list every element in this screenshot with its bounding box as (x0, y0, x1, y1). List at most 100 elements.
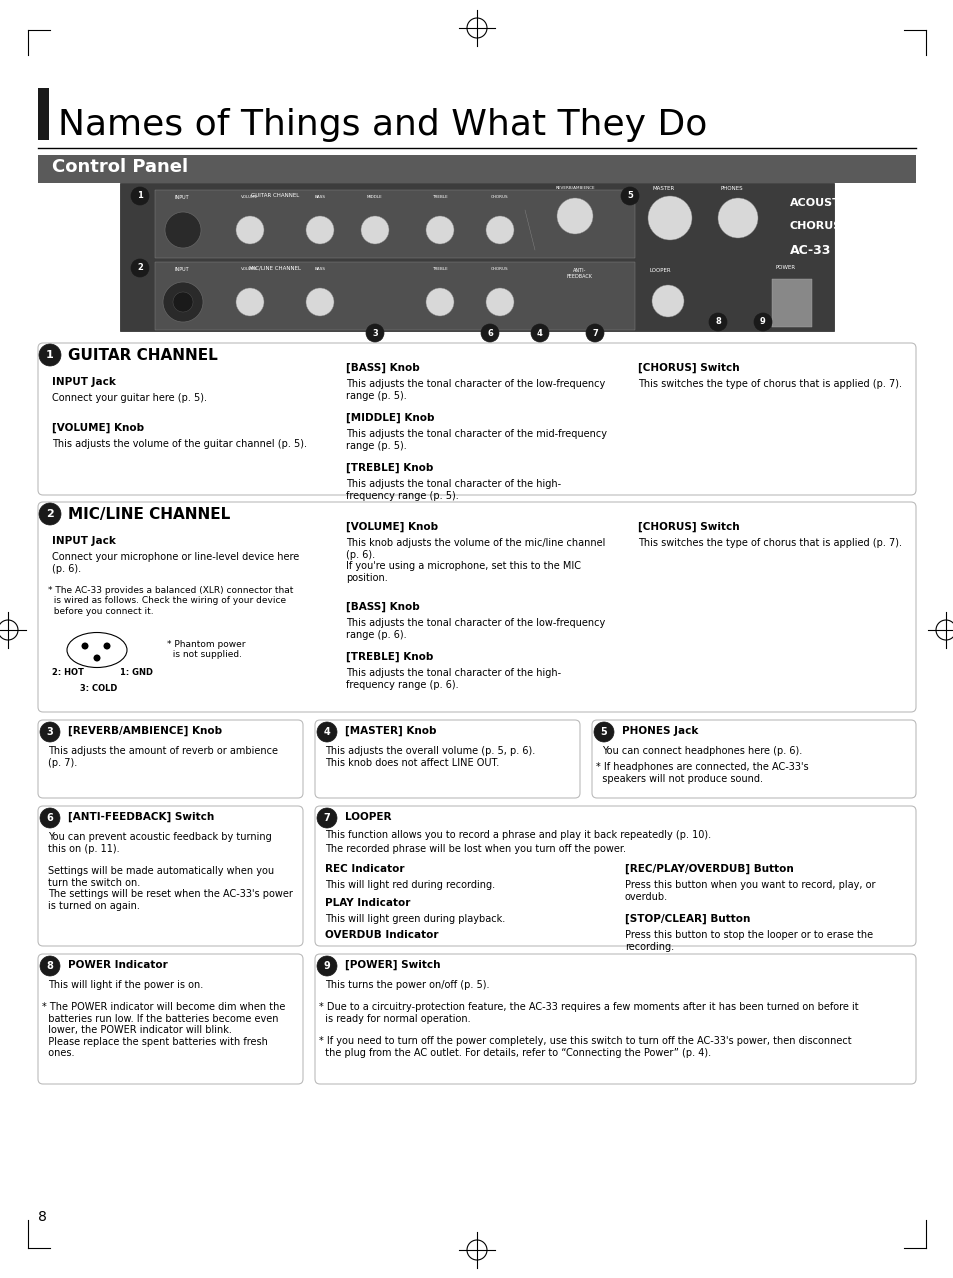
Text: 8: 8 (715, 317, 720, 326)
Circle shape (40, 722, 60, 743)
Circle shape (485, 288, 514, 316)
Text: TREBLE: TREBLE (432, 196, 447, 199)
Text: This will light red during recording.: This will light red during recording. (325, 881, 495, 889)
Circle shape (306, 288, 334, 316)
FancyBboxPatch shape (38, 953, 303, 1084)
Text: This adjusts the amount of reverb or ambience
(p. 7).: This adjusts the amount of reverb or amb… (48, 746, 277, 768)
Text: POWER Indicator: POWER Indicator (68, 960, 168, 970)
FancyBboxPatch shape (592, 720, 915, 797)
Circle shape (131, 187, 149, 204)
Circle shape (235, 288, 264, 316)
Text: This switches the type of chorus that is applied (p. 7).: This switches the type of chorus that is… (638, 538, 901, 548)
Text: You can connect headphones here (p. 6).: You can connect headphones here (p. 6). (601, 746, 801, 757)
Circle shape (316, 722, 336, 743)
Text: MIC/LINE CHANNEL: MIC/LINE CHANNEL (249, 265, 301, 270)
Text: [ANTI-FEEDBACK] Switch: [ANTI-FEEDBACK] Switch (68, 812, 214, 822)
Text: Settings will be made automatically when you
turn the switch on.
The settings wi: Settings will be made automatically when… (48, 866, 293, 911)
Text: This adjusts the tonal character of the low-frequency
range (p. 6).: This adjusts the tonal character of the … (346, 619, 604, 639)
Circle shape (172, 291, 193, 312)
Text: Press this button when you want to record, play, or
overdub.: Press this button when you want to recor… (624, 881, 875, 901)
Text: * Due to a circuitry-protection feature, the AC-33 requires a few moments after : * Due to a circuitry-protection feature,… (318, 1002, 858, 1024)
Text: You can prevent acoustic feedback by turning
this on (p. 11).: You can prevent acoustic feedback by tur… (48, 832, 272, 854)
Text: AC-33: AC-33 (789, 244, 830, 257)
Text: MIC/LINE CHANNEL: MIC/LINE CHANNEL (68, 507, 230, 521)
Text: 8: 8 (47, 961, 53, 971)
Text: PHONES: PHONES (720, 187, 742, 190)
Circle shape (163, 282, 203, 322)
Circle shape (620, 187, 639, 204)
Text: 2: 2 (46, 509, 53, 519)
Text: [VOLUME] Knob: [VOLUME] Knob (346, 521, 437, 532)
Text: [REC/PLAY/OVERDUB] Button: [REC/PLAY/OVERDUB] Button (624, 864, 793, 874)
Text: This will light green during playback.: This will light green during playback. (325, 914, 505, 924)
Text: 1: 1 (137, 192, 143, 201)
Text: [POWER] Switch: [POWER] Switch (345, 960, 440, 970)
Text: OVERDUB Indicator: OVERDUB Indicator (325, 930, 438, 941)
Circle shape (131, 259, 149, 277)
Text: [MASTER] Knob: [MASTER] Knob (345, 726, 436, 736)
Text: CHORUS: CHORUS (789, 221, 841, 231)
Text: This switches the type of chorus that is applied (p. 7).: This switches the type of chorus that is… (638, 380, 901, 389)
Text: Control Panel: Control Panel (52, 158, 188, 176)
Circle shape (316, 956, 336, 976)
Text: 9: 9 (760, 317, 765, 326)
Text: [BASS] Knob: [BASS] Knob (346, 602, 419, 612)
Text: This adjusts the tonal character of the low-frequency
range (p. 5).: This adjusts the tonal character of the … (346, 380, 604, 400)
Text: 9: 9 (323, 961, 330, 971)
Text: VOLUME: VOLUME (241, 267, 258, 271)
Text: This turns the power on/off (p. 5).: This turns the power on/off (p. 5). (325, 980, 489, 990)
Text: * The AC-33 provides a balanced (XLR) connector that
  is wired as follows. Chec: * The AC-33 provides a balanced (XLR) co… (48, 587, 294, 616)
Text: GUITAR CHANNEL: GUITAR CHANNEL (68, 348, 217, 363)
Text: 3: 3 (47, 727, 53, 737)
Text: [TREBLE] Knob: [TREBLE] Knob (346, 463, 433, 473)
Text: [STOP/CLEAR] Button: [STOP/CLEAR] Button (624, 914, 750, 924)
Circle shape (235, 216, 264, 244)
Text: REC Indicator: REC Indicator (325, 864, 404, 874)
Text: 5: 5 (600, 727, 607, 737)
Text: 4: 4 (537, 328, 542, 337)
Circle shape (480, 325, 498, 343)
Circle shape (39, 344, 61, 366)
Circle shape (485, 216, 514, 244)
Bar (38, 155, 915, 183)
Text: This adjusts the tonal character of the mid-frequency
range (p. 5).: This adjusts the tonal character of the … (346, 429, 606, 451)
Text: PLAY Indicator: PLAY Indicator (325, 898, 410, 907)
FancyBboxPatch shape (38, 343, 915, 495)
Text: ANTI-
FEEDBACK: ANTI- FEEDBACK (566, 268, 593, 279)
Text: ACOUSTIC: ACOUSTIC (789, 198, 852, 208)
FancyBboxPatch shape (314, 720, 579, 797)
Circle shape (585, 325, 603, 343)
Text: BASS: BASS (314, 267, 325, 271)
Bar (154, 262, 635, 330)
Text: Connect your guitar here (p. 5).: Connect your guitar here (p. 5). (52, 394, 207, 403)
Bar (120, 183, 833, 331)
Circle shape (651, 285, 683, 317)
Circle shape (557, 198, 593, 234)
FancyBboxPatch shape (38, 720, 303, 797)
Text: This adjusts the tonal character of the high-
frequency range (p. 5).: This adjusts the tonal character of the … (346, 479, 560, 501)
Text: INPUT: INPUT (174, 267, 190, 272)
Circle shape (93, 654, 100, 662)
Text: * Phantom power
  is not supplied.: * Phantom power is not supplied. (167, 640, 245, 659)
Text: 7: 7 (323, 813, 330, 823)
Text: LOOPER: LOOPER (345, 812, 391, 822)
Text: [VOLUME] Knob: [VOLUME] Knob (52, 423, 144, 433)
Circle shape (753, 313, 771, 331)
Text: This adjusts the tonal character of the high-
frequency range (p. 6).: This adjusts the tonal character of the … (346, 668, 560, 690)
Text: 1: GND: 1: GND (120, 668, 152, 677)
Text: Connect your microphone or line-level device here
(p. 6).: Connect your microphone or line-level de… (52, 552, 299, 574)
Circle shape (40, 956, 60, 976)
Circle shape (103, 643, 111, 649)
Text: INPUT Jack: INPUT Jack (52, 377, 115, 387)
Text: PHONES Jack: PHONES Jack (621, 726, 698, 736)
Text: BASS: BASS (314, 196, 325, 199)
Text: The recorded phrase will be lost when you turn off the power.: The recorded phrase will be lost when yo… (325, 843, 625, 854)
Text: 2: HOT: 2: HOT (52, 668, 84, 677)
Text: 2: 2 (137, 263, 143, 272)
Circle shape (426, 216, 454, 244)
Circle shape (39, 504, 61, 525)
Text: CHORUS: CHORUS (491, 196, 508, 199)
Circle shape (306, 216, 334, 244)
Text: * If headphones are connected, the AC-33's
  speakers will not produce sound.: * If headphones are connected, the AC-33… (596, 762, 808, 783)
Text: POWER: POWER (775, 265, 796, 270)
